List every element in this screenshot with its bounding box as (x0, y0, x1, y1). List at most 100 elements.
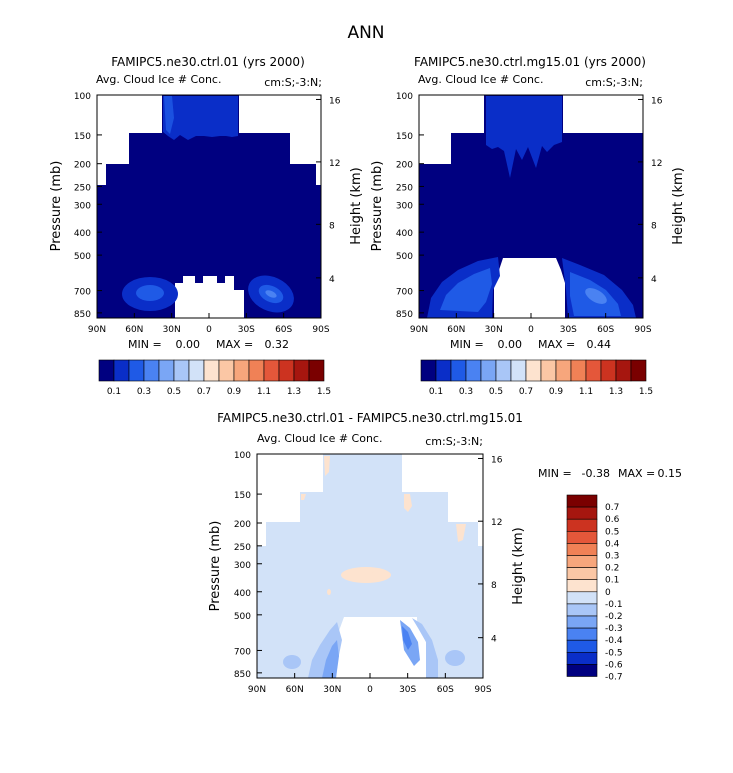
panel-2-min-value: 0.00 (498, 338, 523, 351)
panel-2-colorbar-swatch (480, 359, 497, 382)
panel-2-colorbar-label: 0.5 (489, 387, 503, 397)
panel-3-plot (256, 453, 484, 679)
panel-2-colorbar-swatch (525, 359, 542, 382)
panel-3-colorbar-label: 0.7 (605, 503, 619, 513)
panel-3-neg-left-small (283, 655, 301, 669)
panel-2-xtick-label: 90S (634, 325, 651, 335)
panel-1-units: cm:S;-3:N; (264, 76, 322, 89)
panel-2-right-core (585, 288, 607, 304)
panel-3-ytick-label: 700 (234, 647, 251, 657)
panel-1-colorbar-swatch (293, 359, 310, 382)
panel-3-colorbar-swatch (566, 651, 598, 665)
panel-2-xtick-label: 30S (560, 325, 577, 335)
panel-2-colorbar: 0.1 0.3 0.5 0.7 0.9 1.1 1.3 1.5 (420, 359, 653, 397)
panel-1-colorbar-label: 0.1 (107, 387, 121, 397)
panel-1-colorbar-label: 1.5 (317, 387, 331, 397)
panel-1-colorbar-swatch (188, 359, 205, 382)
panel-3-max-label: MAX = (618, 467, 655, 480)
panel-1-xtick-label: 30N (163, 325, 181, 335)
panel-3-colorbar-swatch (566, 543, 598, 556)
panel-3-xtick-label: 90N (248, 685, 266, 695)
panel-2-height-tick-label: 4 (651, 275, 657, 285)
panel-1-colorbar-swatch (233, 359, 250, 382)
panel-1-colorbar-swatch (173, 359, 190, 382)
panel-3-neg-right (412, 618, 438, 678)
panel-2-colorbar-swatch (495, 359, 512, 382)
panel-1-xtick-label: 60S (275, 325, 292, 335)
panel-1-colorbar-swatch (158, 359, 175, 382)
panel-3-title: FAMIPC5.ne30.ctrl.01 - FAMIPC5.ne30.ctrl… (217, 411, 523, 425)
panel-3-colorbar-label: -0.2 (605, 612, 623, 622)
panel-3-colorbar-swatch (566, 591, 598, 605)
panel-1-colorbar-swatch (113, 359, 130, 382)
panel-1-height-tick-label: 16 (329, 96, 341, 106)
panel-3-colorbar-swatch (566, 579, 598, 593)
panel-1-ytick-label: 850 (74, 310, 91, 320)
panel-1-height-tick-label: 8 (329, 221, 335, 231)
panel-2-max-value: 0.44 (587, 338, 612, 351)
panel-3-neg-left-inner (322, 640, 339, 678)
panel-2-title: FAMIPC5.ne30.ctrl.mg15.01 (yrs 2000) (414, 55, 646, 69)
panel-1-xtick-label: 90N (88, 325, 106, 335)
panel-2-ylabel-right: Height (km) (671, 167, 686, 244)
panel-1-colorbar-label: 0.9 (227, 387, 242, 397)
panel-3-colorbar-label: 0.6 (605, 515, 620, 525)
panel-2-colorbar-swatch (435, 359, 452, 382)
panel-1-colorbar-swatch (128, 359, 145, 382)
panel-2-left-band-inner (440, 268, 492, 312)
panel-3-xtick-label: 0 (367, 685, 373, 695)
panel-1-colorbar-swatch (143, 359, 160, 382)
panel-3-ytick-label: 100 (234, 451, 251, 461)
panel-1-colorbar-swatch (98, 359, 115, 382)
panel-3-ytick-label: 150 (234, 491, 251, 501)
panel-2: FAMIPC5.ne30.ctrl.mg15.01 (yrs 2000) Avg… (370, 55, 686, 397)
panel-1-ytick-label: 200 (74, 161, 91, 171)
panel-3-colorbar-label: -0.6 (605, 660, 623, 670)
panel-3-pos-left (301, 494, 306, 500)
panel-2-colorbar-swatch (570, 359, 587, 382)
panel-1-ylabel: Pressure (mb) (49, 161, 64, 252)
panel-2-colorbar-swatch (600, 359, 617, 382)
panel-3-colorbar-swatch (566, 530, 598, 544)
panel-3-min-value: -0.38 (582, 467, 610, 480)
panel-3-ytick-label: 400 (234, 589, 251, 599)
panel-3-xtick-label: 30S (399, 685, 416, 695)
panel-1-upper-streak (164, 96, 174, 134)
panel-1-xtick-label: 0 (206, 325, 212, 335)
panel-1-ytick-label: 100 (74, 92, 91, 102)
panel-3-colorbar-swatch (566, 603, 598, 617)
panel-3-colorbar-swatch (566, 615, 598, 629)
panel-2-colorbar-swatch (510, 359, 527, 382)
panel-3-colorbar-label: -0.1 (605, 600, 623, 610)
panel-1-ytick-label: 150 (74, 132, 91, 142)
panel-3-colorbar-label: -0.4 (605, 636, 623, 646)
panel-3-colorbar-label: 0.4 (605, 539, 620, 549)
panel-1-ytick-label: 400 (74, 229, 91, 239)
panel-2-ytick-label: 300 (396, 201, 413, 211)
panel-3-pos-topcenter (324, 456, 330, 476)
panel-3-colorbar-swatch (566, 555, 598, 568)
panel-3-neg-right-core (402, 626, 412, 650)
panel-3-ytick-label: 850 (234, 670, 251, 680)
panel-3-colorbar-swatch (566, 506, 598, 520)
panel-3-colorbar-swatch (566, 639, 598, 653)
panel-3-xtick-label: 60S (437, 685, 454, 695)
panel-1: FAMIPC5.ne30.ctrl.01 (yrs 2000) Avg. Clo… (49, 55, 364, 397)
panel-3-xtick-label: 30N (323, 685, 341, 695)
panel-2-ytick-label: 250 (396, 183, 413, 193)
panel-3-colorbar-label: -0.5 (605, 648, 623, 658)
panel-1-ytick-label: 300 (74, 201, 91, 211)
panel-3-field-outer (257, 454, 483, 678)
panel-3-colorbar-swatch (566, 627, 598, 641)
panel-1-height-tick-label: 4 (329, 275, 335, 285)
panel-3-ytick-label: 250 (234, 543, 251, 553)
panel-1-colorbar-label: 0.5 (167, 387, 181, 397)
panel-2-units: cm:S;-3:N; (585, 76, 643, 89)
panel-1-xtick-label: 30S (238, 325, 255, 335)
panel-2-height-tick-label: 16 (651, 96, 663, 106)
panel-3-colorbar-label: -0.3 (605, 624, 623, 634)
panel-1-ytick-label: 700 (74, 288, 91, 298)
panel-2-colorbar-label: 0.3 (459, 387, 473, 397)
figure-title: ANN (347, 23, 384, 43)
